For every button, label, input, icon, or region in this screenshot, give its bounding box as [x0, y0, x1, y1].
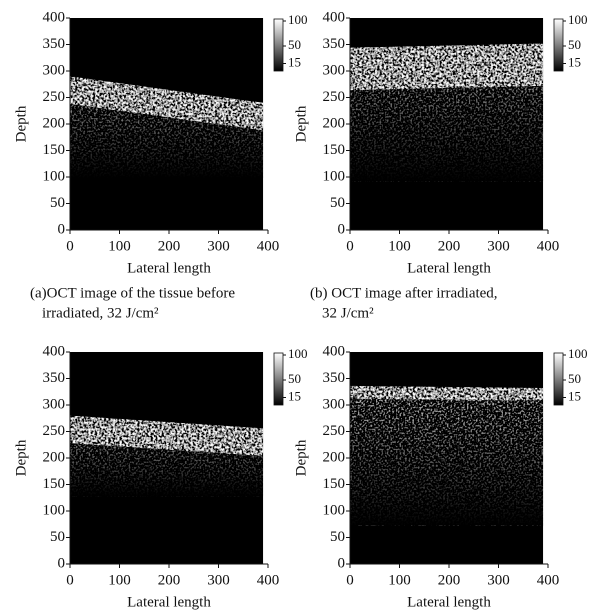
x-axis-label: Lateral length — [127, 594, 211, 610]
y-tick-label: 250 — [323, 89, 346, 105]
colorbar-tick-label: 50 — [568, 37, 581, 52]
y-tick-label: 300 — [323, 62, 346, 78]
speckle-region — [350, 85, 544, 182]
x-tick-label: 200 — [158, 238, 181, 254]
y-tick-label: 250 — [43, 423, 66, 439]
colorbar-tick-label: 100 — [288, 346, 308, 361]
y-axis-label: Depth — [293, 439, 309, 476]
x-tick-label: 0 — [66, 238, 74, 254]
x-axis-label: Lateral length — [407, 260, 491, 276]
colorbar — [273, 18, 284, 72]
colorbar-tick-label: 15 — [568, 54, 581, 69]
x-axis-label: Lateral length — [127, 260, 211, 276]
caption: irradiated, 32 J/cm² — [42, 305, 159, 321]
y-tick-label: 200 — [323, 115, 346, 131]
y-tick-label: 200 — [43, 115, 66, 131]
x-tick-label: 0 — [346, 238, 354, 254]
x-axis-label: Lateral length — [407, 594, 491, 610]
panel: 0 50 100 150 200 250 300 350 400 0 100 200 300 400 Lat… — [13, 9, 307, 321]
y-tick-label: 150 — [43, 142, 66, 158]
y-tick-label: 0 — [338, 555, 346, 571]
y-tick-label: 100 — [323, 502, 346, 518]
fade — [350, 85, 544, 182]
y-tick-label: 400 — [43, 9, 66, 25]
panel: 0 50 100 150 200 250 300 350 400 0 100 200 300 400 Lat… — [13, 343, 307, 610]
y-tick-label: 400 — [323, 9, 346, 25]
y-tick-label: 50 — [50, 529, 65, 545]
caption: (b) OCT image after irradiated, — [310, 285, 498, 301]
y-axis-label: Depth — [13, 439, 29, 476]
speckle — [350, 43, 544, 91]
colorbar-tick-label: 15 — [568, 388, 581, 403]
x-tick-label: 100 — [108, 238, 131, 254]
y-axis-label: Depth — [13, 105, 29, 142]
speckle-region — [350, 398, 544, 526]
y-tick-label: 50 — [50, 195, 65, 211]
x-tick-label: 300 — [207, 572, 230, 588]
y-tick-label: 50 — [330, 529, 345, 545]
x-tick-label: 0 — [66, 572, 74, 588]
y-tick-label: 0 — [338, 221, 346, 237]
colorbar-tick-label: 50 — [288, 371, 301, 386]
colorbar — [553, 18, 564, 72]
fade — [350, 398, 544, 526]
y-tick-label: 400 — [323, 343, 346, 359]
y-axis-label: Depth — [293, 105, 309, 142]
colorbar — [553, 352, 564, 406]
y-tick-label: 150 — [323, 476, 346, 492]
x-tick-label: 400 — [537, 572, 560, 588]
x-tick-label: 200 — [158, 572, 181, 588]
colorbar-tick-label: 50 — [568, 371, 581, 386]
x-tick-label: 200 — [438, 572, 461, 588]
x-tick-label: 100 — [108, 572, 131, 588]
x-tick-label: 300 — [487, 238, 510, 254]
x-tick-label: 400 — [257, 572, 280, 588]
y-tick-label: 50 — [330, 195, 345, 211]
x-tick-label: 0 — [346, 572, 354, 588]
colorbar-tick-label: 100 — [568, 346, 588, 361]
speckle — [350, 385, 544, 401]
x-tick-label: 100 — [388, 572, 411, 588]
tissue-band — [350, 385, 544, 401]
y-tick-label: 250 — [323, 423, 346, 439]
y-tick-label: 200 — [43, 449, 66, 465]
colorbar-tick-label: 15 — [288, 388, 301, 403]
y-tick-label: 200 — [323, 449, 346, 465]
y-tick-label: 350 — [323, 36, 346, 52]
x-tick-label: 300 — [487, 572, 510, 588]
y-tick-label: 350 — [43, 36, 66, 52]
y-tick-label: 400 — [43, 343, 66, 359]
y-tick-label: 0 — [58, 221, 66, 237]
y-tick-label: 0 — [58, 555, 66, 571]
y-tick-label: 250 — [43, 89, 66, 105]
colorbar-tick-label: 100 — [568, 12, 588, 27]
y-tick-label: 300 — [43, 396, 66, 412]
x-tick-label: 100 — [388, 238, 411, 254]
x-tick-label: 400 — [537, 238, 560, 254]
colorbar-tick-label: 15 — [288, 54, 301, 69]
y-tick-label: 300 — [43, 62, 66, 78]
tissue-band — [350, 43, 544, 91]
y-tick-label: 350 — [43, 370, 66, 386]
y-tick-label: 300 — [323, 396, 346, 412]
y-tick-label: 100 — [43, 502, 66, 518]
y-tick-label: 350 — [323, 370, 346, 386]
caption: 32 J/cm² — [322, 305, 374, 321]
panel: 0 50 100 150 200 250 300 350 400 0 100 200 300 400 Lat… — [293, 343, 587, 610]
y-tick-label: 150 — [43, 476, 66, 492]
colorbar-tick-label: 100 — [288, 12, 308, 27]
y-tick-label: 100 — [323, 168, 346, 184]
x-tick-label: 200 — [438, 238, 461, 254]
x-tick-label: 400 — [257, 238, 280, 254]
caption: (a)OCT image of the tissue before — [30, 285, 235, 301]
colorbar — [273, 352, 284, 406]
colorbar-tick-label: 50 — [288, 37, 301, 52]
y-tick-label: 100 — [43, 168, 66, 184]
x-tick-label: 300 — [207, 238, 230, 254]
panel: 0 50 100 150 200 250 300 350 400 0 100 200 300 400 Lat… — [293, 9, 587, 321]
y-tick-label: 150 — [323, 142, 346, 158]
